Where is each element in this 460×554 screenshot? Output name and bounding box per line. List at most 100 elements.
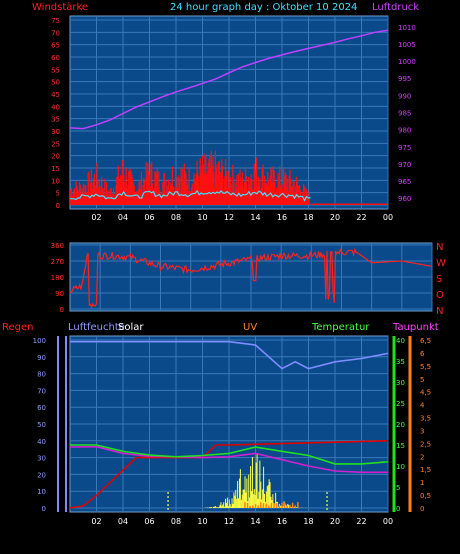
humidity-y-tick: 80 — [37, 371, 46, 379]
x-tick-label: 22 — [356, 517, 366, 526]
uv-y-tick: 0 — [420, 505, 424, 513]
x-tick-label: 20 — [330, 517, 340, 526]
x-tick-label: 08 — [171, 517, 181, 526]
x-tick-label: 04 — [118, 517, 128, 526]
compass-n-bottom: N — [436, 306, 443, 317]
marks-panel-1 — [69, 29, 389, 206]
direction-y-tick: 0 — [60, 306, 64, 314]
pressure-y-tick: 1005 — [398, 41, 416, 49]
pressure-y-tick: 1010 — [398, 24, 416, 32]
direction-y-tick: 360 — [51, 242, 64, 250]
direction-y-tick: 90 — [55, 290, 64, 298]
compass-n-top: N — [436, 242, 443, 253]
wind-axis-label: Windstärke — [32, 2, 88, 13]
uv-y-tick: 6 — [420, 350, 425, 358]
wind-y-tick: 45 — [51, 91, 60, 99]
wind-y-tick: 30 — [51, 128, 60, 136]
uv-y-tick: 2,5 — [420, 440, 431, 448]
wind-direction-line — [69, 247, 433, 309]
temperature-line — [70, 444, 389, 465]
humidity-y-tick: 90 — [37, 354, 46, 362]
wind-average-line — [69, 189, 311, 202]
x-tick-label: 06 — [144, 213, 154, 222]
direction-y-tick: 180 — [51, 274, 64, 282]
x-tick-label: 06 — [144, 517, 154, 526]
uv-y-tick: 2 — [420, 453, 424, 461]
x-tick-label: 10 — [197, 517, 207, 526]
x-tick-label: 22 — [356, 213, 366, 222]
temperature-y-tick: 10 — [396, 463, 405, 471]
pressure-y-tick: 995 — [398, 75, 411, 83]
uv-y-tick: 4 — [420, 402, 425, 410]
temperature-y-tick: 20 — [396, 421, 405, 429]
pressure-y-tick: 1000 — [398, 58, 416, 66]
x-tick-label: 02 — [91, 517, 101, 526]
x-tick-label: 00 — [383, 213, 393, 222]
wind-y-tick: 15 — [51, 165, 60, 173]
pressure-y-tick: 990 — [398, 92, 411, 100]
x-tick-label: 02 — [91, 213, 101, 222]
rain-line — [69, 440, 389, 509]
x-tick-label: 12 — [224, 213, 234, 222]
pressure-line — [69, 29, 389, 130]
pressure-y-tick: 970 — [398, 161, 411, 169]
x-tick-label: 10 — [197, 213, 207, 222]
uv-y-tick: 5 — [420, 376, 424, 384]
compass-s: S — [436, 274, 442, 285]
uv-y-tick: 3 — [420, 427, 424, 435]
pressure-y-tick: 985 — [398, 110, 411, 118]
temperature-y-tick: 40 — [396, 337, 405, 345]
humidity-axis-label: Luftfeuchte — [68, 322, 125, 333]
x-tick-label: 00 — [383, 517, 393, 526]
humidity-line — [70, 340, 389, 370]
humidity-y-tick: 50 — [37, 421, 46, 429]
x-tick-label: 12 — [224, 517, 234, 526]
rain-axis-label: Regen — [2, 322, 34, 333]
temperature-y-tick: 35 — [396, 358, 405, 366]
humidity-y-tick: 70 — [37, 387, 46, 395]
wind-y-tick: 60 — [51, 54, 60, 62]
wind-y-tick: 75 — [51, 17, 60, 25]
x-tick-label: 20 — [330, 213, 340, 222]
uv-y-tick: 6,5 — [420, 337, 431, 345]
wind-y-tick: 40 — [51, 103, 60, 111]
wind-y-tick: 20 — [51, 153, 60, 161]
humidity-y-tick: 20 — [37, 471, 46, 479]
pressure-axis-label: Luftdruck — [372, 2, 419, 13]
pressure-y-tick: 975 — [398, 144, 411, 152]
dewpoint-line — [69, 445, 388, 474]
humidity-y-tick: 100 — [33, 337, 46, 345]
uv-y-tick: 0,5 — [420, 492, 431, 500]
wind-y-tick: 55 — [51, 66, 60, 74]
x-tick-label: 08 — [171, 213, 181, 222]
compass-o: O — [436, 290, 444, 301]
humidity-y-tick: 60 — [37, 404, 46, 412]
pressure-y-tick: 965 — [398, 178, 411, 186]
grid-panel-3 — [70, 336, 389, 512]
pressure-y-tick: 960 — [398, 195, 411, 203]
temperature-y-tick: 0 — [396, 505, 400, 513]
wind-y-tick: 0 — [56, 202, 60, 210]
solar-label: Solar — [118, 322, 144, 333]
wind-y-tick: 65 — [51, 42, 60, 50]
grid-panel-2 — [70, 243, 433, 311]
pressure-y-tick: 980 — [398, 127, 411, 135]
temperature-y-tick: 5 — [396, 484, 400, 492]
uv-label: UV — [243, 322, 257, 333]
uv-y-tick: 4,5 — [420, 389, 431, 397]
temperature-y-tick: 25 — [396, 400, 405, 408]
uv-y-tick: 5,5 — [420, 363, 431, 371]
wind-y-tick: 10 — [51, 177, 60, 185]
uv-y-tick: 1,5 — [420, 466, 431, 474]
marks-panel-2 — [69, 247, 433, 309]
x-tick-label: 18 — [303, 213, 313, 222]
wind-y-tick: 25 — [51, 140, 60, 148]
humidity-y-tick: 40 — [37, 438, 46, 446]
humidity-y-tick: 0 — [42, 505, 46, 513]
marks-panel-3 — [57, 336, 412, 512]
humidity-y-tick: 10 — [37, 488, 46, 496]
temperature-y-tick: 15 — [396, 442, 405, 450]
wind-y-tick: 70 — [51, 29, 60, 37]
x-tick-label: 16 — [277, 213, 287, 222]
